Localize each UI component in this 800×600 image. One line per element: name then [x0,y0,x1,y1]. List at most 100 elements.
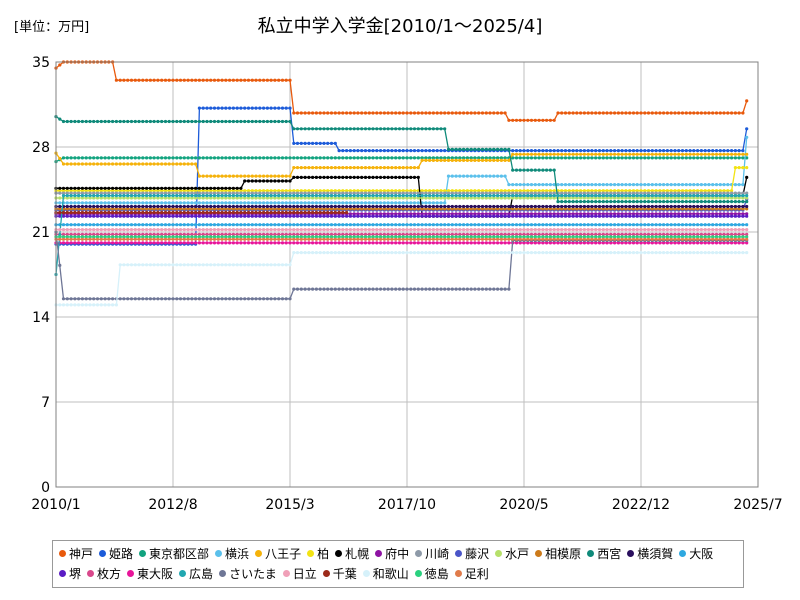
data-point [73,228,77,232]
data-point [480,111,485,115]
data-point [669,214,673,218]
data-point [367,194,371,198]
data-point [488,287,492,291]
data-point [205,189,209,193]
data-point [337,204,341,209]
data-point [473,228,477,232]
data-point [145,201,149,205]
data-point [235,237,239,241]
data-point [616,156,621,160]
data-point [73,119,77,124]
data-point [639,232,643,236]
data-point [537,232,541,236]
legend-label: 日立 [292,567,317,581]
data-point [356,235,360,239]
data-point [65,201,69,205]
data-point [273,297,277,301]
data-point [696,235,700,239]
data-point [454,212,458,216]
data-point [654,189,658,193]
data-point [714,228,719,232]
legend-label: 横浜 [225,547,250,561]
data-point [537,152,541,156]
data-point [605,214,609,218]
data-point [356,232,360,236]
data-point [424,207,428,211]
data-point [446,214,451,218]
data-point [212,196,217,200]
data-point [639,251,643,255]
data-point [148,228,152,232]
data-point [439,196,443,200]
data-point [692,214,696,218]
data-point [80,196,84,200]
y-tick-label: 21 [32,225,50,241]
data-point [333,127,337,131]
data-point [262,241,266,245]
data-point [420,241,424,245]
data-point [665,196,670,200]
data-point [326,211,330,215]
data-point [488,196,492,200]
data-point [631,212,636,216]
data-point [484,189,488,193]
data-point [658,156,662,160]
data-point [597,204,602,209]
data-point [654,194,658,198]
data-point [371,175,375,179]
data-point [696,251,700,255]
data-point [669,189,673,193]
data-point [224,235,228,239]
data-point [239,191,243,195]
data-point [163,297,168,301]
data-point [303,237,307,241]
data-point [246,119,251,124]
data-point [341,194,345,198]
data-point [258,189,262,193]
data-point [650,212,654,216]
data-point [295,241,300,245]
data-point [262,119,266,124]
data-point [254,179,258,183]
data-point [118,162,122,166]
data-point [382,235,386,239]
data-point [167,232,171,236]
data-point [669,183,673,187]
data-point [160,263,164,267]
data-point [246,189,251,193]
data-point [624,212,628,216]
data-point [730,196,734,200]
data-point [194,186,198,190]
data-point [424,287,428,291]
data-point [597,241,602,245]
data-point [620,235,624,239]
data-point [337,228,341,232]
data-point [288,106,292,110]
data-point [428,241,432,245]
data-point [318,141,322,145]
data-point [571,189,575,193]
data-point [148,201,152,205]
data-point [635,251,639,255]
data-point [303,228,307,232]
data-point [363,287,368,291]
data-point [190,228,194,232]
data-point [250,237,254,241]
data-point [345,201,349,205]
data-point [243,189,247,193]
data-point [58,263,62,267]
data-point [103,119,107,124]
data-point [699,156,704,160]
data-point [541,214,545,218]
data-point [680,228,685,232]
data-point [416,191,420,195]
data-point [639,214,643,218]
data-point [492,189,496,193]
data-point [541,232,545,236]
data-point [594,204,598,209]
data-point [650,196,654,200]
data-point [594,235,598,239]
data-point [356,156,360,160]
data-point [514,212,519,216]
data-point [311,287,315,291]
